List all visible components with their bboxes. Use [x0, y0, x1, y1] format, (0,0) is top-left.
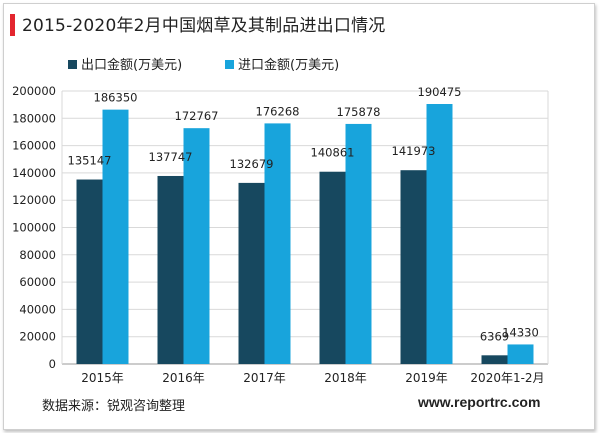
bar-import: [183, 128, 210, 364]
data-label-export: 141973: [392, 144, 436, 158]
legend-item-import: 进口金额(万美元): [225, 54, 339, 73]
y-tick-label: 100000: [12, 221, 56, 235]
legend-label-import: 进口金额(万美元): [238, 58, 340, 73]
y-tick-label: 20000: [19, 330, 56, 344]
title-accent-bar: [10, 14, 15, 36]
data-label-export: 140861: [311, 146, 355, 160]
chart-title: 2015-2020年2月中国烟草及其制品进出口情况: [22, 16, 386, 36]
bar-import: [426, 104, 453, 365]
bar-export: [481, 355, 508, 364]
legend-swatch-import: [225, 60, 234, 69]
y-tick-label: 60000: [19, 275, 56, 289]
x-tick-label: 2016年: [162, 371, 205, 385]
x-tick-label: 2017年: [243, 371, 286, 385]
bar-export: [157, 175, 184, 364]
legend-item-export: 出口金额(万美元): [68, 54, 182, 73]
y-tick-label: 160000: [12, 139, 56, 153]
y-tick-label: 0: [49, 357, 56, 371]
bar-export: [400, 170, 427, 364]
legend-label-export: 出口金额(万美元): [81, 58, 183, 73]
data-label-export: 132679: [230, 157, 274, 171]
x-tick-label: 2015年: [81, 371, 124, 385]
y-tick-label: 120000: [12, 193, 56, 207]
data-label-export: 135147: [68, 154, 112, 168]
data-label-import: 175878: [337, 105, 381, 119]
data-label-import: 186350: [94, 91, 138, 105]
data-label-import: 14330: [502, 325, 539, 339]
bar-import: [507, 344, 534, 364]
y-tick-label: 40000: [19, 302, 56, 316]
data-label-import: 190475: [418, 85, 462, 99]
y-tick-label: 180000: [12, 111, 56, 125]
data-label-import: 176268: [256, 104, 300, 118]
website-watermark: www.reportrc.com: [418, 394, 541, 410]
data-label-export: 6369: [480, 329, 509, 343]
bar-export: [319, 171, 346, 364]
bar-export: [76, 179, 103, 364]
y-tick-label: 80000: [19, 248, 56, 262]
bar-import: [345, 123, 372, 364]
x-tick-label: 2020年1-2月: [470, 371, 544, 385]
bar-export: [238, 182, 265, 364]
data-label-export: 137747: [149, 150, 193, 164]
bar-import: [264, 123, 291, 364]
x-tick-label: 2019年: [405, 371, 448, 385]
legend-swatch-export: [68, 60, 77, 69]
data-source: 数据来源：锐观咨询整理: [42, 399, 186, 414]
y-tick-label: 200000: [12, 84, 56, 98]
bar-import: [102, 109, 129, 364]
y-tick-label: 140000: [12, 166, 56, 180]
data-label-import: 172767: [175, 109, 219, 123]
x-tick-label: 2018年: [324, 371, 367, 385]
